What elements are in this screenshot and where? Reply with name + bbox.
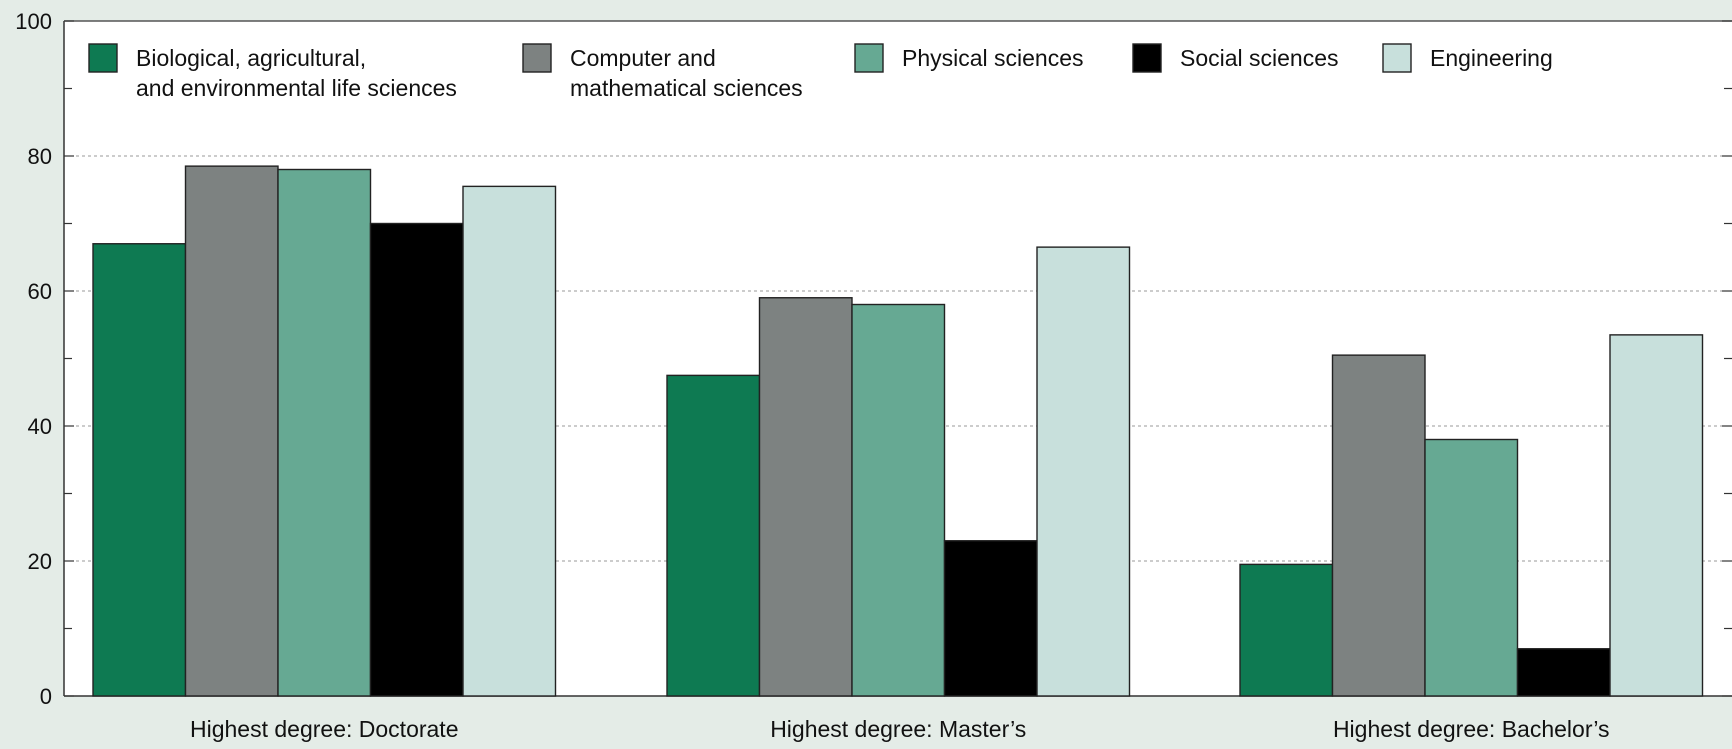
legend-swatch [1382,43,1412,73]
bar [1516,648,1611,697]
y-tick-label: 100 [15,9,52,34]
category-label: Highest degree: Bachelor’s [1333,716,1610,742]
legend-label: Engineering [1430,45,1553,71]
legend-label: Biological, agricultural, [136,45,366,71]
bar [1331,354,1426,697]
y-tick-label: 40 [28,414,52,439]
legend-label: mathematical sciences [570,75,803,101]
bar [277,168,372,697]
bar [1239,563,1334,697]
bar [1609,334,1704,697]
bar [851,303,946,697]
y-tick-label: 0 [40,684,52,709]
bar [943,540,1038,697]
y-tick-label: 20 [28,549,52,574]
bar [92,243,187,697]
category-label: Highest degree: Doctorate [190,716,459,742]
bar [1424,438,1519,697]
bar [369,222,464,697]
y-tick-label: 80 [28,144,52,169]
y-tick-label: 60 [28,279,52,304]
bar [462,185,557,697]
bar [1036,246,1131,697]
legend-swatch [1132,43,1162,73]
legend-swatch [522,43,552,73]
legend-label: and environmental life sciences [136,75,457,101]
legend-label: Computer and [570,45,716,71]
category-label: Highest degree: Master’s [770,716,1026,742]
legend-label: Physical sciences [902,45,1084,71]
legend-label: Social sciences [1180,45,1339,71]
legend-swatch [88,43,118,73]
bar [758,297,853,697]
bar [184,165,279,697]
legend-swatch [854,43,884,73]
bar [666,374,761,697]
